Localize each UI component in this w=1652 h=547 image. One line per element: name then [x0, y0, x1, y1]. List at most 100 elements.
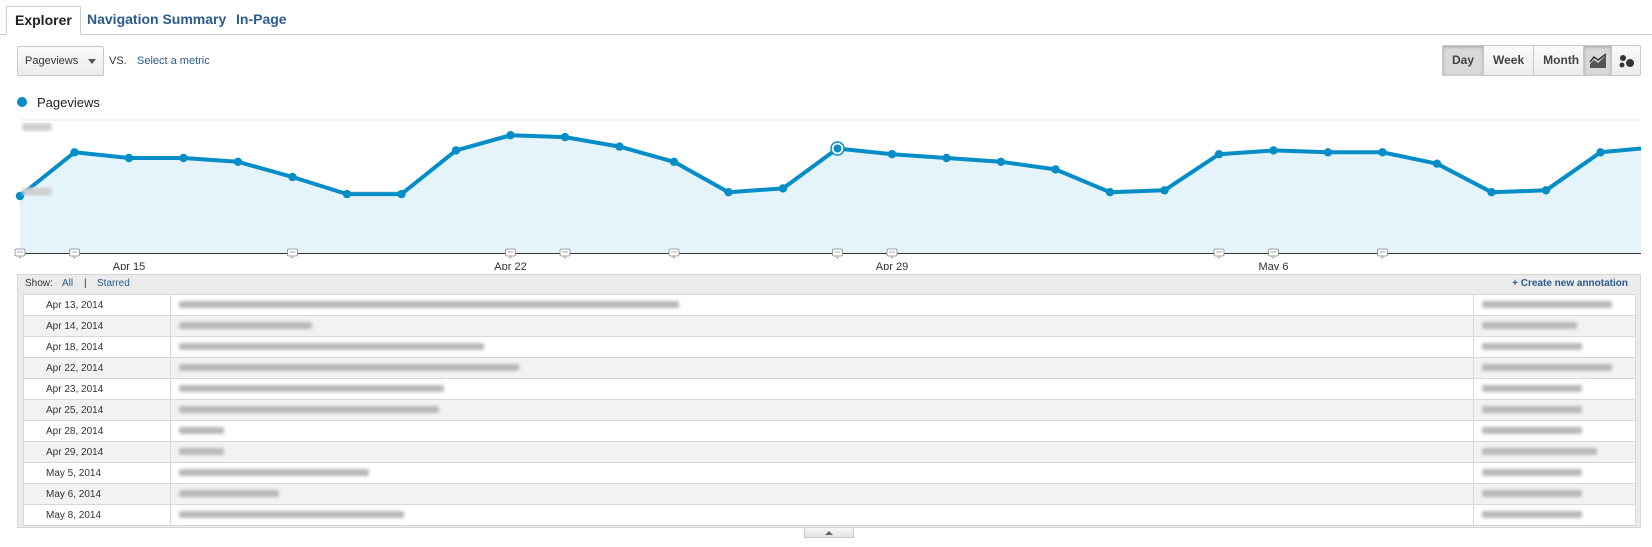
redacted-author [1482, 301, 1612, 309]
data-point [451, 146, 461, 155]
annotation-row[interactable]: Apr 14, 2014 [23, 315, 1636, 337]
redacted-author [1482, 322, 1577, 330]
data-point [1269, 146, 1278, 155]
annotation-row[interactable]: Apr 13, 2014 [23, 294, 1636, 316]
data-point [1214, 150, 1224, 159]
annotation-row[interactable]: May 8, 2014 [23, 504, 1636, 526]
report-tabs: Explorer Navigation Summary In-Page [0, 0, 1652, 35]
annotation-note [169, 420, 1475, 442]
data-point [1323, 148, 1333, 157]
annotation-header: Show: All | Starred + Create new annotat… [18, 275, 1640, 293]
redacted-author [1482, 469, 1582, 477]
week-button[interactable]: Week [1484, 46, 1535, 75]
annotation-row[interactable]: May 5, 2014 [23, 462, 1636, 484]
annotation-author [1473, 294, 1636, 316]
annotation-row[interactable]: Apr 18, 2014 [23, 336, 1636, 358]
redacted-author [1482, 406, 1582, 414]
redacted-author [1482, 385, 1582, 393]
annotation-marker-icon [1268, 248, 1279, 259]
show-starred-link[interactable]: Starred [97, 278, 130, 289]
data-point [506, 131, 515, 140]
annotation-marker-icon [505, 248, 516, 259]
redacted-note [178, 385, 444, 393]
x-tick-label: May 6 [1259, 261, 1289, 270]
motion-chart-button[interactable] [1612, 46, 1640, 75]
annotation-row[interactable]: Apr 29, 2014 [23, 441, 1636, 463]
redacted-author [1482, 490, 1582, 498]
redacted-note [178, 469, 369, 477]
redacted-author [1482, 427, 1582, 435]
annotation-marker-icon [14, 248, 26, 259]
annotation-date: May 8, 2014 [23, 504, 171, 526]
annotation-marker-icon [886, 248, 898, 259]
annotation-date: Apr 23, 2014 [23, 378, 171, 400]
y-tick-label-redacted [22, 123, 52, 131]
pageviews-chart: Apr 15 Apr 22 Apr 29 May 6 [14, 119, 1642, 270]
data-point [288, 172, 297, 182]
data-point [397, 189, 406, 199]
redacted-note [178, 448, 224, 456]
annotation-author [1473, 357, 1636, 379]
month-button[interactable]: Month [1543, 53, 1580, 67]
data-point [1541, 186, 1551, 195]
annotation-date: Apr 13, 2014 [23, 294, 171, 316]
data-point [1105, 188, 1115, 197]
data-point [1487, 188, 1496, 197]
tab-explorer[interactable]: Explorer [6, 6, 81, 35]
data-point [15, 191, 25, 201]
data-point [179, 153, 188, 163]
tab-navigation-summary[interactable]: Navigation Summary [87, 11, 227, 27]
data-point [1160, 186, 1169, 195]
annotation-author [1473, 336, 1636, 358]
chart-legend: Pageviews [17, 94, 100, 110]
motion-chart-icon [1619, 54, 1634, 67]
show-all-link[interactable]: All [62, 278, 74, 289]
annotation-note [169, 378, 1475, 400]
annotation-date: May 5, 2014 [23, 462, 171, 484]
redacted-note [178, 322, 312, 330]
y-tick-label-redacted [22, 187, 52, 196]
day-button[interactable]: Day [1443, 46, 1485, 75]
redacted-note [178, 364, 519, 372]
annotation-note [169, 441, 1475, 463]
data-point [560, 132, 570, 142]
annotation-row[interactable]: May 6, 2014 [23, 483, 1636, 505]
annotation-note [169, 336, 1475, 358]
annotation-marker-icon [668, 248, 680, 259]
annotation-date: Apr 22, 2014 [23, 357, 171, 379]
caret-down-icon [88, 59, 96, 64]
redacted-author [1482, 343, 1582, 351]
data-point [669, 157, 679, 166]
annotation-row[interactable]: Apr 23, 2014 [23, 378, 1636, 400]
annotation-author [1473, 462, 1636, 484]
annotation-note [169, 504, 1475, 526]
metric-dropdown[interactable]: Pageviews [17, 46, 104, 76]
data-point [1596, 148, 1605, 157]
redacted-note [178, 301, 679, 309]
annotation-author [1473, 483, 1636, 505]
data-point [1432, 159, 1442, 168]
data-point [233, 157, 243, 166]
show-label: Show: [25, 278, 53, 289]
x-tick-label: Apr 29 [876, 261, 908, 270]
annotation-row[interactable]: Apr 22, 2014 [23, 357, 1636, 379]
annotation-marker-icon [1213, 248, 1225, 259]
collapse-annotations-button[interactable] [804, 528, 854, 538]
annotation-date: May 6, 2014 [23, 483, 171, 505]
data-point [724, 188, 733, 197]
tab-in-page[interactable]: In-Page [236, 11, 287, 27]
annotation-note [169, 399, 1475, 421]
line-chart-button[interactable] [1584, 46, 1613, 75]
vs-label: VS. [109, 55, 127, 67]
annotation-date: Apr 14, 2014 [23, 315, 171, 337]
redacted-note [178, 511, 404, 519]
create-annotation-link[interactable]: + Create new annotation [1512, 278, 1628, 289]
annotation-row[interactable]: Apr 28, 2014 [23, 420, 1636, 442]
annotation-row[interactable]: Apr 25, 2014 [23, 399, 1636, 421]
data-point [1378, 148, 1387, 157]
redacted-note [178, 406, 439, 414]
data-point [342, 189, 352, 199]
select-metric-link[interactable]: Select a metric [137, 55, 210, 67]
annotation-author [1473, 420, 1636, 442]
x-tick-label: Apr 22 [494, 261, 526, 270]
